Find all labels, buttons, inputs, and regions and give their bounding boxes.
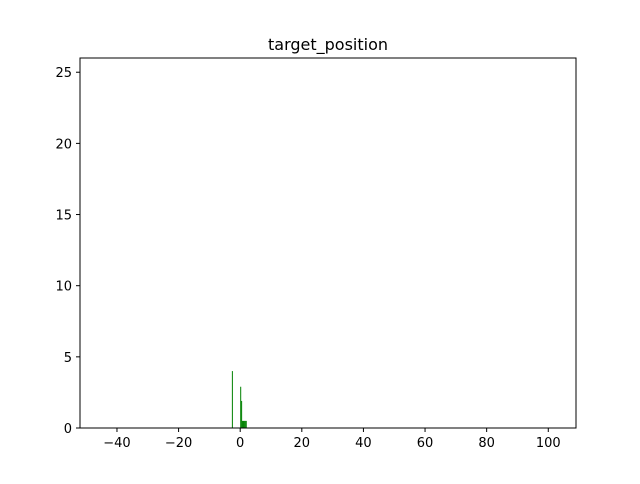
x-tick-label: 100 [536, 436, 561, 451]
x-tick-label: 0 [236, 436, 244, 451]
y-axis: 0 5 10 15 20 25 [55, 66, 80, 437]
y-tick-label: 10 [55, 280, 72, 295]
x-tick-label: 20 [294, 436, 311, 451]
y-tick-label: 0 [64, 422, 72, 437]
chart-title: target_position [268, 35, 388, 55]
y-tick-label: 25 [55, 66, 72, 81]
bars-group [231, 371, 247, 428]
histogram-bar [245, 420, 247, 428]
x-tick-label: 40 [355, 436, 372, 451]
histogram-bar [241, 400, 243, 428]
histogram-bar [242, 420, 244, 428]
histogram-bar [243, 420, 245, 428]
histogram-bar [244, 420, 246, 428]
x-tick-label: 60 [417, 436, 434, 451]
x-tick-label: 80 [478, 436, 495, 451]
histogram-bar [231, 371, 233, 428]
y-tick-label: 20 [55, 137, 72, 152]
plot-frame [79, 57, 577, 429]
histogram-bar [240, 386, 242, 428]
x-axis: −40 −20 0 20 40 60 80 100 [103, 428, 561, 451]
x-tick-label: −20 [165, 436, 192, 451]
y-tick-label: 15 [55, 209, 72, 224]
histogram-bar [242, 420, 244, 428]
x-tick-label: −40 [103, 436, 130, 451]
y-tick-label: 5 [64, 351, 72, 366]
